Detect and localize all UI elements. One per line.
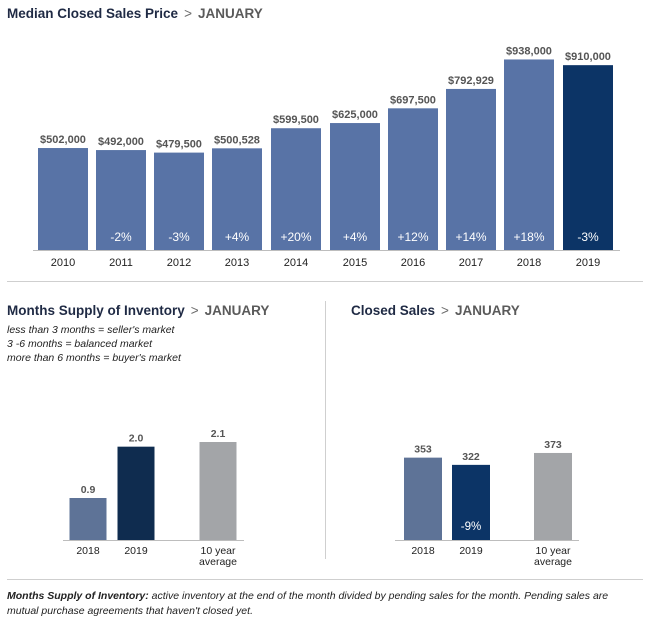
tick-label-6: 2016 — [401, 257, 425, 269]
change-label-5: +4% — [343, 230, 368, 244]
section-divider-horizontal — [7, 281, 643, 282]
bar-9 — [563, 65, 613, 250]
bar-6 — [388, 108, 438, 250]
change-label-8: +18% — [513, 230, 544, 244]
footnote-text: active inventory at the end of the month… — [7, 590, 609, 617]
footnote: Months Supply of Inventory: active inven… — [7, 589, 627, 619]
value-label-0: 353 — [414, 444, 432, 456]
closed-sales-title: Closed Sales > JANUARY — [351, 303, 520, 318]
value-label-1: 322 — [462, 451, 480, 463]
median-price-chart: $502,000 2010 $492,000 -2% 2011 $479,500 -3% 20… — [33, 45, 620, 269]
title-separator: > — [184, 6, 192, 21]
tick-label-2: 2012 — [167, 257, 191, 269]
value-label-2: $479,500 — [156, 139, 202, 151]
tick-label-5: 2015 — [343, 257, 367, 269]
value-label-2: 373 — [544, 439, 562, 451]
bar-2 — [534, 452, 572, 540]
value-label-6: $697,500 — [390, 94, 436, 106]
change-label-7: +14% — [455, 230, 486, 244]
value-label-1: 2.0 — [129, 433, 144, 445]
tick-label-7: 2017 — [459, 257, 483, 269]
footnote-term: Months Supply of Inventory: — [7, 590, 149, 602]
bar-1 — [96, 150, 146, 250]
bar-0 — [38, 148, 88, 250]
value-label-3: $500,528 — [214, 134, 260, 146]
tick-label-0: 2010 — [51, 257, 75, 269]
tick-label-2: 10 year — [535, 545, 571, 557]
bar-2 — [154, 152, 204, 250]
tick-label-2: 10 year — [200, 545, 236, 557]
title-month: JANUARY — [204, 303, 270, 318]
change-label-4: +20% — [280, 230, 311, 244]
tick-label-2-line2: average — [199, 556, 237, 568]
note-balanced-market: 3 -6 months = balanced market — [7, 338, 153, 350]
tick-label-8: 2018 — [517, 257, 541, 269]
tick-label-9: 2019 — [576, 257, 600, 269]
value-label-7: $792,929 — [448, 75, 494, 87]
bar-3 — [212, 148, 262, 250]
value-label-2: 2.1 — [211, 428, 226, 440]
change-label-1: -2% — [110, 230, 132, 244]
tick-label-1: 2011 — [109, 257, 133, 269]
market-legend-notes: less than 3 months = seller's market 3 -… — [7, 323, 181, 365]
value-label-9: $910,000 — [565, 51, 611, 63]
value-label-8: $938,000 — [506, 45, 552, 57]
bar-2 — [199, 442, 237, 540]
tick-label-3: 2013 — [225, 257, 249, 269]
section-divider-vertical — [325, 301, 326, 559]
value-label-1: $492,000 — [98, 136, 144, 148]
closed-sales-title-text: Closed Sales — [351, 303, 436, 318]
value-label-0: $502,000 — [40, 134, 86, 146]
tick-label-0: 2018 — [76, 545, 100, 557]
tick-label-2-line2: average — [534, 556, 572, 568]
change-label-3: +4% — [225, 230, 250, 244]
bar-0 — [69, 498, 107, 540]
months-supply-title: Months Supply of Inventory > JANUARY — [7, 303, 269, 318]
note-buyers-market: more than 6 months = buyer's market — [7, 352, 181, 364]
change-label-6: +12% — [397, 230, 428, 244]
tick-label-4: 2014 — [284, 257, 308, 269]
title-separator: > — [441, 303, 449, 318]
change-label-1: -9% — [461, 521, 481, 533]
bar-5 — [330, 123, 380, 250]
title-month: JANUARY — [197, 6, 263, 21]
median-price-title-text: Median Closed Sales Price — [7, 6, 179, 21]
note-sellers-market: less than 3 months = seller's market — [7, 324, 175, 336]
value-label-0: 0.9 — [81, 484, 96, 496]
median-price-title: Median Closed Sales Price > JANUARY — [7, 6, 263, 21]
title-separator: > — [190, 303, 199, 318]
footnote-divider — [7, 579, 643, 580]
change-label-2: -3% — [168, 230, 190, 244]
bar-8 — [504, 59, 554, 250]
months-supply-title-text: Months Supply of Inventory — [7, 303, 185, 318]
title-month: JANUARY — [454, 303, 520, 318]
tick-label-1: 2019 — [459, 545, 483, 557]
bar-1 — [117, 446, 155, 540]
change-label-9: -3% — [577, 230, 599, 244]
bar-4 — [271, 128, 321, 250]
bar-1 — [452, 464, 490, 540]
tick-label-0: 2018 — [411, 545, 435, 557]
value-label-5: $625,000 — [332, 109, 378, 121]
value-label-4: $599,500 — [273, 114, 319, 126]
bar-0 — [404, 457, 442, 540]
bar-7 — [446, 88, 496, 250]
tick-label-1: 2019 — [124, 545, 148, 557]
